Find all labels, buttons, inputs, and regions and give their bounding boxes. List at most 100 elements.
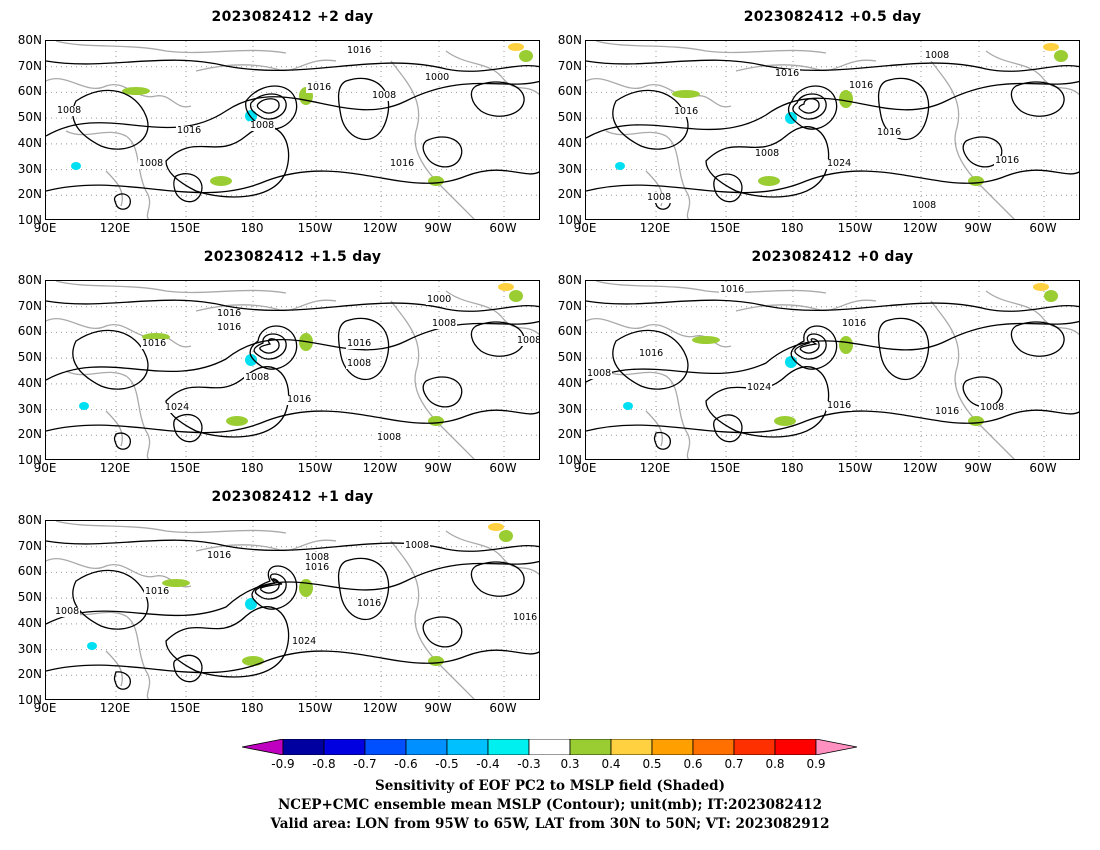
contour-label: 1008 — [371, 90, 398, 101]
caption-line-3: Valid area: LON from 95W to 65W, LAT fro… — [270, 816, 830, 832]
contour-label: 1016 — [346, 338, 373, 349]
color-bar-tick-label: -0.4 — [476, 757, 500, 771]
contour-label: 1008 — [54, 606, 81, 617]
map-canvas — [586, 281, 1079, 459]
map-panel-plus-1-day: 2023082412 +1 day 1016 1008 1016 1008 1016 10… — [18, 489, 540, 714]
color-bar-tick-label: 0.7 — [724, 757, 744, 771]
contour-label: 1008 — [304, 552, 331, 563]
contour-label: 1016 — [934, 406, 961, 417]
color-bar-tick-label: -0.8 — [312, 757, 336, 771]
color-bar-tick-label: 0.6 — [683, 757, 703, 771]
contour-label: 1008 — [249, 120, 276, 131]
latitude-label: 30N — [557, 401, 582, 416]
map-area: 1008 1016 1016 1000 1008 1016 1016 1008 1008 — [45, 40, 540, 220]
longitude-label: 120E — [639, 461, 671, 475]
contour-label: 1016 — [719, 284, 746, 295]
latitude-label: 30N — [17, 401, 42, 416]
latitude-label: 80N — [17, 33, 42, 47]
longitude-label: 180 — [780, 221, 804, 235]
map-panel-plus-2-day: 2023082412 +2 day 1008 1016 1016 1000 1008 10… — [18, 9, 540, 234]
latitude-label: 30N — [557, 161, 582, 176]
color-bar-tick-label: -0.3 — [517, 757, 541, 771]
color-bar-tick-label: 0.4 — [601, 757, 621, 771]
contour-label: 1016 — [356, 598, 383, 609]
longitude-label: 90W — [964, 221, 992, 235]
longitude-label: 180 — [240, 701, 264, 715]
longitude-label: 150W — [297, 701, 333, 715]
latitude-label: 10N — [17, 693, 42, 707]
contour-label: 1008 — [646, 192, 673, 203]
longitude-label: 150E — [709, 461, 741, 475]
color-bar-segment — [815, 739, 858, 755]
contour-label: 1008 — [56, 105, 83, 116]
latitude-label: 40N — [17, 375, 42, 390]
contour-label: 1016 — [774, 68, 801, 79]
contour-label: 1016 — [512, 612, 539, 623]
color-bar-tick-label: -0.6 — [394, 757, 418, 771]
contour-label: 1008 — [754, 148, 781, 159]
color-bar-segment — [733, 739, 776, 755]
contour-label: 1016 — [841, 318, 868, 329]
contour-label: 1016 — [286, 394, 313, 405]
panel-title: 2023082412 +2 day — [211, 9, 374, 25]
color-bar-tick-label: 0.9 — [806, 757, 826, 771]
longitude-label: 120W — [362, 461, 398, 475]
color-bar-segment — [528, 739, 571, 755]
longitude-label: 90W — [424, 221, 452, 235]
map-area: 1008 1016 1016 1016 1008 1024 1016 1016 1008 1008 — [585, 40, 1080, 220]
contour-label: 1016 — [304, 562, 331, 573]
contour-label: 1008 — [924, 50, 951, 61]
latitude-label: 50N — [557, 110, 582, 125]
color-bar-tick-label: 0.5 — [642, 757, 662, 771]
longitude-label: 150W — [837, 461, 873, 475]
map-area: 1000 1008 1016 1016 1008 1016 1016 1008 1024 1016… — [45, 280, 540, 460]
contour-label: 1008 — [911, 200, 938, 211]
latitude-label: 70N — [17, 538, 42, 553]
contour-label: 1016 — [206, 550, 233, 561]
contour-label: 1016 — [638, 348, 665, 359]
panel-title: 2023082412 +0.5 day — [743, 9, 922, 25]
color-bar-segment — [323, 739, 366, 755]
latitude-label: 80N — [17, 273, 42, 287]
caption-line-2: NCEP+CMC ensemble mean MSLP (Contour); u… — [277, 797, 823, 813]
longitude-label: 120W — [902, 221, 938, 235]
latitude-label: 30N — [17, 161, 42, 176]
latitude-label: 10N — [557, 453, 582, 467]
color-bar-segment — [282, 739, 325, 755]
contour-label: 1016 — [216, 308, 243, 319]
latitude-label: 80N — [557, 273, 582, 287]
longitude-label: 60W — [1029, 221, 1057, 235]
color-bar-segment — [405, 739, 448, 755]
longitude-label: 90W — [424, 701, 452, 715]
contour-label: 1016 — [994, 155, 1021, 166]
contour-label: 1024 — [826, 158, 853, 169]
latitude-label: 20N — [557, 187, 582, 202]
contour-label: 1008 — [346, 358, 373, 369]
color-bar-segment — [487, 739, 530, 755]
longitude-label: 90E — [33, 461, 57, 475]
color-bar — [242, 739, 858, 755]
latitude-label: 30N — [17, 641, 42, 656]
longitude-label: 60W — [489, 461, 517, 475]
color-bar-tick-label: -0.5 — [435, 757, 459, 771]
contour-label: 1016 — [876, 127, 903, 138]
longitude-label: 90E — [33, 221, 57, 235]
latitude-label: 80N — [17, 513, 42, 527]
contour-label: 1024 — [746, 382, 773, 393]
longitude-label: 60W — [489, 221, 517, 235]
latitude-label: 40N — [17, 135, 42, 150]
color-bar-tick-label: 0.8 — [765, 757, 785, 771]
contour-label: 1008 — [431, 318, 458, 329]
latitude-label: 70N — [17, 58, 42, 73]
longitude-label: 150W — [297, 221, 333, 235]
latitude-label: 20N — [17, 667, 42, 682]
contour-label: 1016 — [389, 158, 416, 169]
contour-label: 1016 — [144, 586, 171, 597]
longitude-label: 120E — [99, 461, 131, 475]
caption-line-1: Sensitivity of EOF PC2 to MSLP field (Sh… — [374, 778, 726, 794]
color-bar-segment — [569, 739, 612, 755]
contour-label: 1024 — [164, 402, 191, 413]
latitude-label: 10N — [17, 213, 42, 227]
latitude-label: 50N — [17, 350, 42, 365]
panel-title: 2023082412 +1 day — [211, 489, 374, 505]
